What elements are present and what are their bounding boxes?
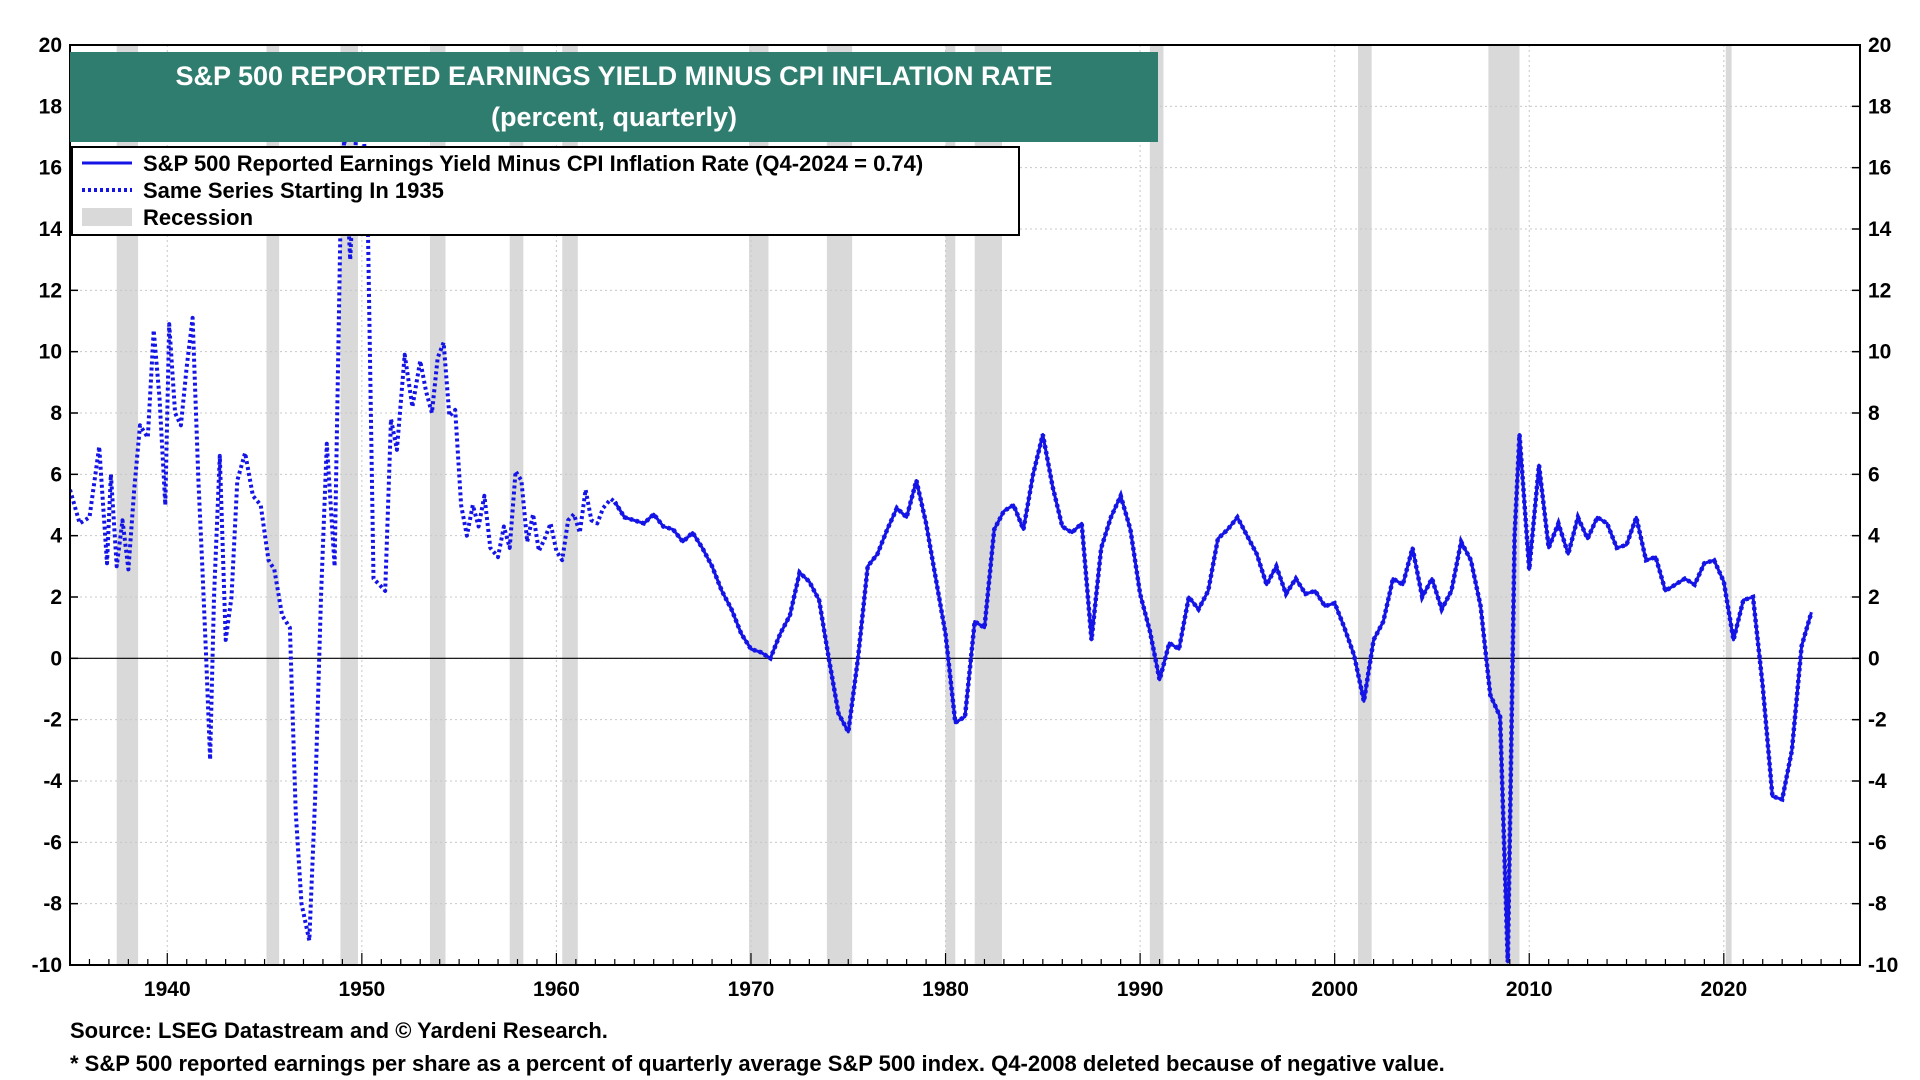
- x-tick-label-8: 2020: [1700, 978, 1747, 1001]
- recession-band-2: [340, 45, 358, 965]
- y-tick-label-left-8: 6: [50, 463, 62, 486]
- source-note: Source: LSEG Datastream and © Yardeni Re…: [70, 1018, 608, 1043]
- x-tick-label-6: 2000: [1311, 978, 1358, 1001]
- recession-band-11: [1358, 45, 1372, 965]
- y-tick-label-right-2: -6: [1868, 831, 1887, 854]
- recession-band-1: [266, 45, 280, 965]
- series: [70, 73, 1814, 964]
- y-tick-label-right-13: 16: [1868, 157, 1891, 180]
- y-tick-label-right-15: 20: [1868, 34, 1891, 57]
- y-tick-label-right-14: 18: [1868, 95, 1892, 118]
- x-tick-label-1: 1950: [338, 978, 385, 1001]
- recession-band-5: [562, 45, 578, 965]
- series-line-dotted: [70, 73, 617, 943]
- axes: -10 -10 -8 -8 -6 -6 -4 -4 -2 -2 0 0 2 2 4 4 6 6 8 8 10 10 12 12…: [32, 34, 1899, 1001]
- recession-band-10: [1149, 45, 1164, 965]
- y-tick-label-right-7: 4: [1868, 525, 1880, 548]
- legend-box: [71, 146, 1020, 236]
- x-tick-label-0: 1940: [144, 978, 191, 1001]
- x-tick-label-3: 1970: [728, 978, 775, 1001]
- y-tick-label-left-11: 12: [39, 279, 62, 302]
- recession-band-8: [945, 45, 956, 965]
- recession-band-13: [1725, 45, 1732, 965]
- x-tick-label-7: 2010: [1506, 978, 1553, 1001]
- chart-title: S&P 500 REPORTED EARNINGS YIELD MINUS CP…: [175, 61, 1052, 91]
- y-tick-label-right-6: 2: [1868, 586, 1880, 609]
- y-tick-label-right-3: -4: [1868, 770, 1887, 793]
- y-tick-label-right-10: 10: [1868, 341, 1891, 364]
- legend-swatch-recession: [82, 208, 132, 226]
- series-line-solid: [613, 433, 1813, 964]
- legend: S&P 500 Reported Earnings Yield Minus CP…: [71, 146, 1020, 236]
- y-tick-label-left-7: 4: [50, 525, 62, 548]
- y-tick-label-right-11: 12: [1868, 279, 1891, 302]
- recession-band-3: [429, 45, 446, 965]
- y-tick-label-right-4: -2: [1868, 709, 1887, 732]
- recession-band-6: [749, 45, 769, 965]
- y-tick-label-left-12: 14: [39, 218, 63, 241]
- y-tick-label-left-0: -10: [32, 954, 62, 977]
- title-background: [70, 52, 1158, 142]
- y-tick-label-left-6: 2: [50, 586, 62, 609]
- legend-label-dotted: Same Series Starting In 1935: [143, 178, 444, 203]
- y-tick-label-left-4: -2: [43, 709, 62, 732]
- y-tick-label-left-2: -6: [43, 831, 62, 854]
- y-tick-label-right-8: 6: [1868, 463, 1880, 486]
- y-tick-label-left-14: 18: [39, 95, 63, 118]
- y-tick-label-left-10: 10: [39, 341, 62, 364]
- y-tick-label-right-9: 8: [1868, 402, 1880, 425]
- y-tick-label-right-0: -10: [1868, 954, 1898, 977]
- chart-subtitle: (percent, quarterly): [491, 102, 737, 132]
- y-tick-label-left-5: 0: [50, 647, 62, 670]
- x-tick-label-5: 1990: [1117, 978, 1164, 1001]
- y-tick-label-left-15: 20: [39, 34, 62, 57]
- y-tick-label-left-1: -8: [43, 893, 62, 916]
- title-block: S&P 500 REPORTED EARNINGS YIELD MINUS CP…: [70, 52, 1158, 142]
- footnote: * S&P 500 reported earnings per share as…: [70, 1051, 1445, 1076]
- series-line-overlay: [612, 433, 1814, 962]
- y-tick-label-right-12: 14: [1868, 218, 1892, 241]
- x-tick-label-4: 1980: [922, 978, 969, 1001]
- legend-label-solid: S&P 500 Reported Earnings Yield Minus CP…: [143, 151, 923, 176]
- y-tick-label-right-1: -8: [1868, 893, 1887, 916]
- x-tick-label-2: 1960: [533, 978, 580, 1001]
- y-tick-label-right-5: 0: [1868, 647, 1880, 670]
- legend-label-recession: Recession: [143, 205, 253, 230]
- y-tick-label-left-3: -4: [43, 770, 62, 793]
- y-tick-label-left-13: 16: [39, 157, 62, 180]
- recession-band-0: [116, 45, 139, 965]
- recession-band-4: [509, 45, 524, 965]
- y-tick-label-left-9: 8: [50, 402, 62, 425]
